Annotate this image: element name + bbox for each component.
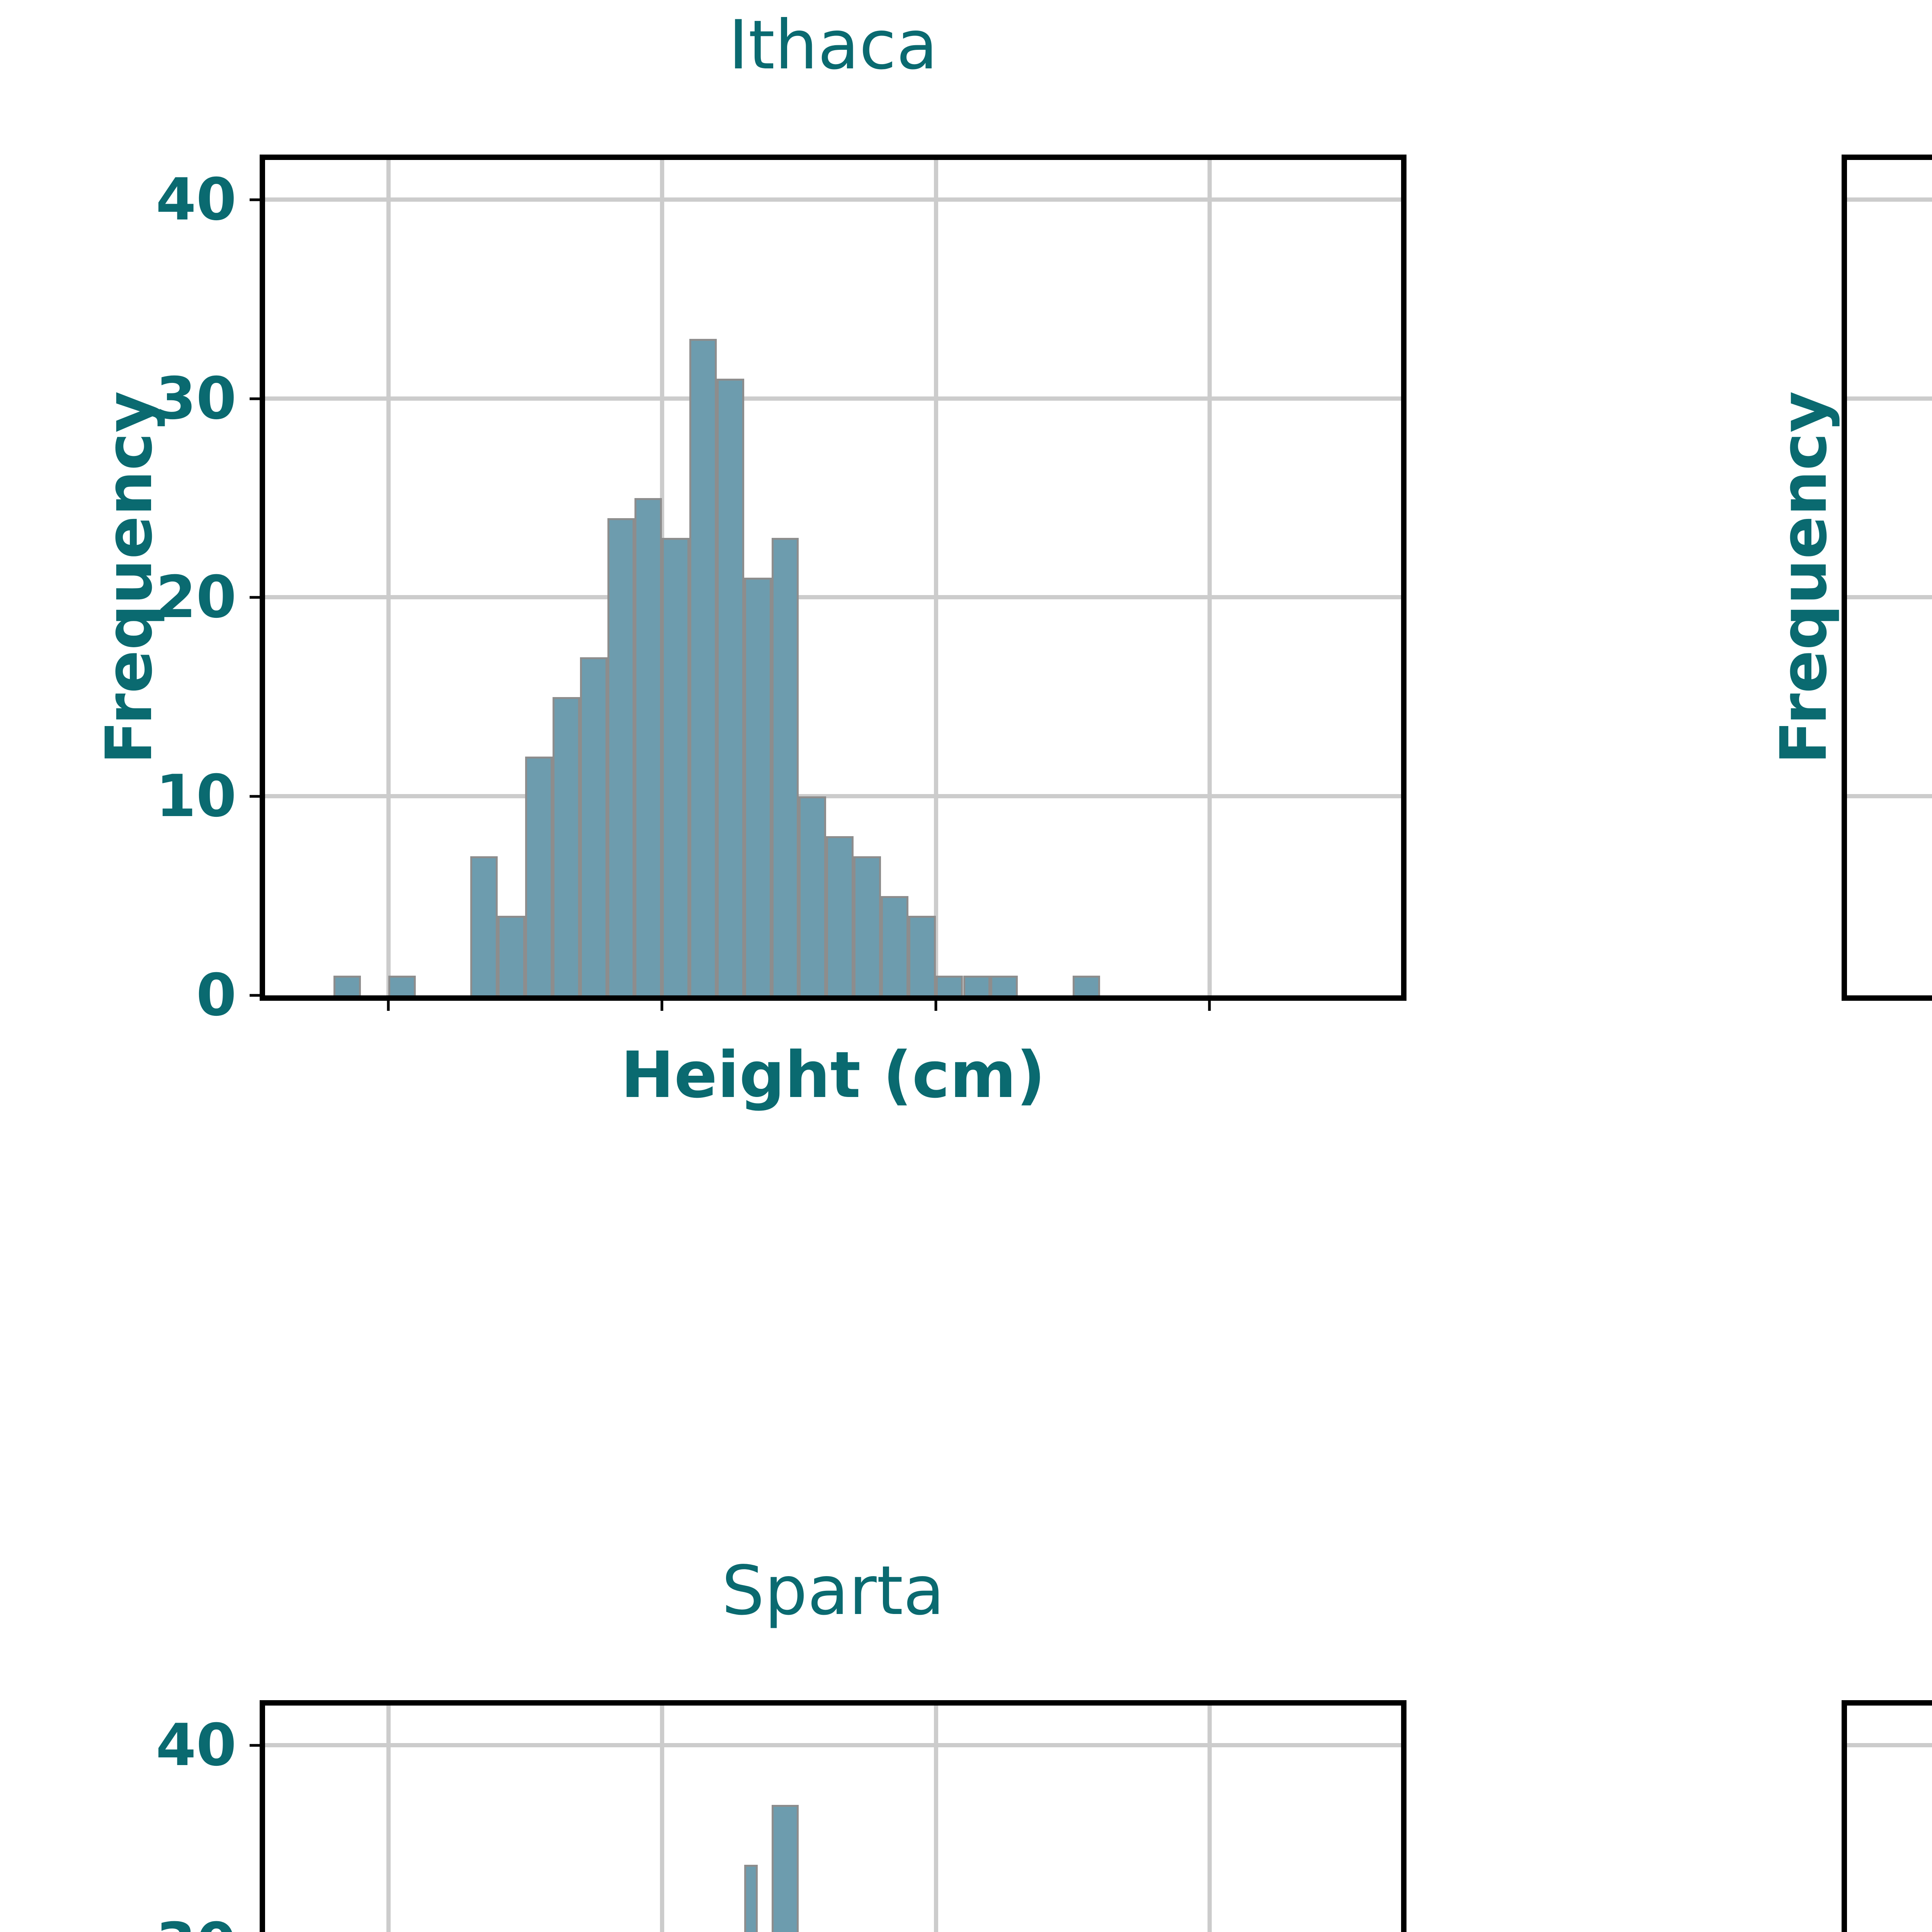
- plot-inner-troy: [1847, 160, 1932, 995]
- histogram-bar: [388, 975, 416, 995]
- panel-title-ithaca: Ithaca: [728, 6, 938, 85]
- histogram-bar: [580, 657, 607, 995]
- plot-area-troy: [1842, 155, 1932, 1001]
- plot-area-ithaca: [260, 155, 1406, 1001]
- gridline-horizontal: [265, 794, 1401, 799]
- gridline-horizontal: [1847, 595, 1932, 600]
- histogram-bar: [963, 975, 991, 995]
- plot-inner-sparta: [265, 1706, 1401, 1932]
- histogram-bar: [799, 796, 827, 995]
- x-tick-mark: [934, 1001, 937, 1011]
- y-tick-mark: [250, 198, 260, 201]
- y-tick-label: 40: [156, 1711, 236, 1779]
- histogram-bar: [333, 975, 361, 995]
- y-axis-label-troy: Frequency: [1767, 391, 1841, 764]
- plot-area-sparta: [260, 1700, 1406, 1932]
- gridline-vertical: [660, 1706, 665, 1932]
- gridline-horizontal: [265, 595, 1401, 600]
- panel-title-troy: Troy: [1842, 12, 1932, 79]
- histogram-bar: [744, 1864, 758, 1932]
- histogram-bar: [634, 498, 662, 995]
- plot-inner-athens: [1847, 1706, 1932, 1932]
- y-tick-label: 10: [156, 763, 236, 830]
- histogram-bar: [689, 339, 717, 995]
- y-tick-mark: [250, 397, 260, 400]
- histogram-bar: [771, 538, 799, 995]
- histogram-bar: [744, 578, 772, 995]
- y-tick-label: 30: [156, 365, 236, 432]
- histogram-bar: [662, 538, 690, 995]
- panel-title-sparta: Sparta: [721, 1552, 945, 1630]
- gridline-vertical: [934, 160, 938, 995]
- gridline-horizontal: [265, 1743, 1401, 1747]
- x-tick-mark: [1208, 1001, 1211, 1011]
- plot-area-athens: [1842, 1700, 1932, 1932]
- y-tick-mark: [250, 795, 260, 798]
- panel-title-athens: Athens: [1842, 1557, 1932, 1625]
- x-axis-label-troy: Height (cm): [1842, 1043, 1932, 1107]
- y-tick-label: 0: [196, 962, 236, 1029]
- histogram-bar: [908, 916, 936, 995]
- plot-inner-ithaca: [265, 160, 1401, 995]
- gridline-horizontal: [265, 396, 1401, 401]
- gridline-vertical: [386, 160, 391, 995]
- gridline-vertical: [386, 1706, 391, 1932]
- gridline-vertical: [934, 1706, 938, 1932]
- gridline-horizontal: [1847, 794, 1932, 799]
- gridline-horizontal: [265, 197, 1401, 202]
- histogram-bar: [854, 856, 881, 995]
- histogram-bar: [826, 836, 854, 995]
- histogram-bar: [716, 379, 744, 995]
- gridline-vertical: [1208, 160, 1212, 995]
- histogram-bar: [771, 1805, 799, 1932]
- histogram-bar: [552, 697, 580, 995]
- y-tick-label: 30: [0, 1915, 236, 1932]
- x-tick-mark: [660, 1001, 663, 1011]
- y-tick-mark: [250, 1744, 260, 1747]
- x-axis-label-ithaca: Height (cm): [621, 1038, 1046, 1112]
- histogram-bar: [1072, 975, 1100, 995]
- histogram-bar: [990, 975, 1018, 995]
- histogram-bar: [525, 757, 553, 995]
- gridline-horizontal: [1847, 197, 1932, 202]
- y-tick-mark: [250, 994, 260, 997]
- y-tick-label: 20: [156, 564, 236, 631]
- x-tick-mark: [387, 1001, 390, 1011]
- y-tick-label: 40: [156, 166, 236, 233]
- histogram-bar: [470, 856, 498, 995]
- histogram-bar: [881, 896, 908, 995]
- gridline-vertical: [1208, 1706, 1212, 1932]
- histogram-bar: [498, 916, 525, 995]
- histogram-bar: [607, 518, 635, 995]
- y-axis-label-ithaca: Frequency: [92, 391, 166, 764]
- gridline-horizontal: [1847, 396, 1932, 401]
- gridline-horizontal: [1847, 1743, 1932, 1747]
- histogram-bar: [935, 975, 963, 995]
- y-tick-mark: [250, 596, 260, 599]
